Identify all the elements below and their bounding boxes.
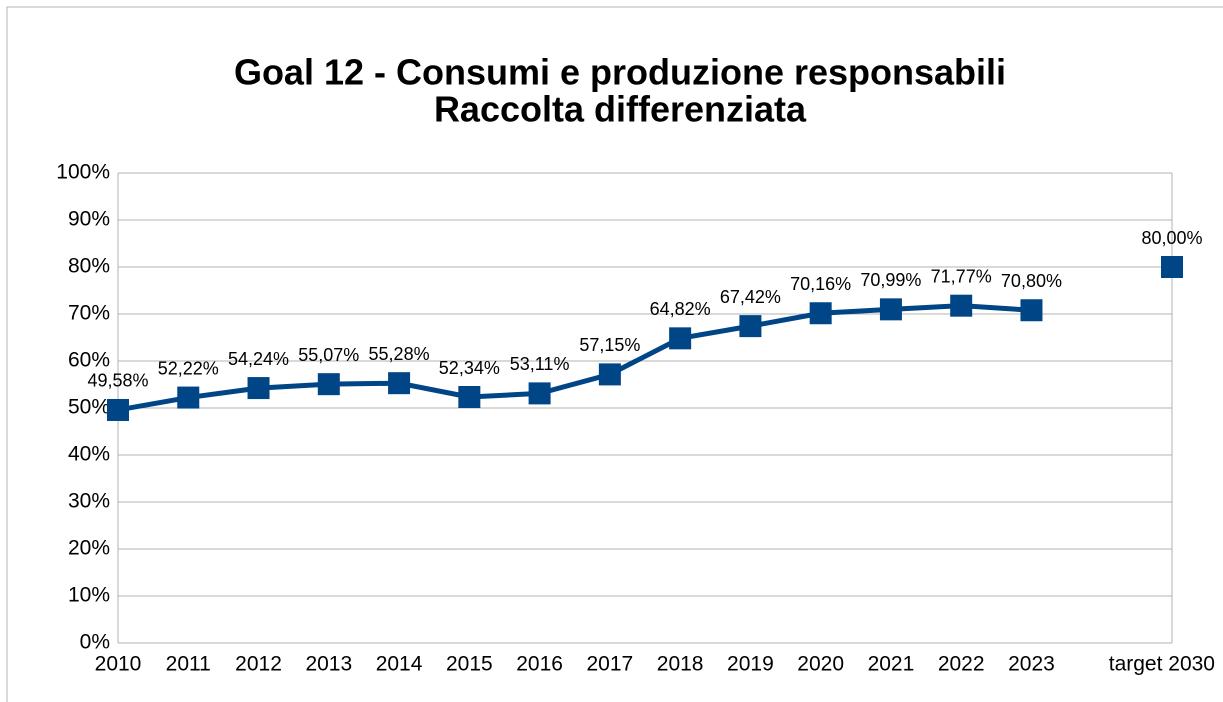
- x-tick-label: 2014: [376, 653, 423, 676]
- chart-subtitle: Raccolta differenziata: [434, 89, 807, 130]
- y-tick-label: 30%: [68, 490, 110, 513]
- y-tick-label: 20%: [68, 537, 110, 560]
- data-label: 70,80%: [1001, 271, 1062, 291]
- x-tick-label: 2022: [938, 653, 985, 676]
- x-tick-label: 2012: [235, 653, 282, 676]
- x-tick-label: 2016: [516, 653, 563, 676]
- data-marker: [247, 377, 270, 400]
- data-marker: [107, 398, 129, 421]
- chart-frame: [6, 6, 1223, 702]
- data-label: 52,34%: [439, 358, 500, 378]
- x-tick-label: 2023: [1008, 653, 1055, 676]
- y-tick-label: 0%: [80, 631, 110, 654]
- x-tick-label: 2011: [166, 653, 211, 676]
- data-marker: [669, 327, 692, 350]
- x-tick-label: 2019: [727, 653, 774, 676]
- x-tick-label: 2017: [587, 653, 634, 676]
- data-marker: [739, 315, 762, 338]
- x-tick-label: 2021: [868, 653, 915, 676]
- y-tick-label: 10%: [68, 584, 110, 607]
- data-label: 71,77%: [931, 266, 992, 286]
- x-tick-label: 2020: [797, 653, 844, 676]
- data-label: 55,07%: [298, 345, 359, 365]
- y-tick-label: 70%: [68, 302, 110, 325]
- y-tick-label: 40%: [68, 443, 110, 466]
- x-tick-label: 2018: [657, 653, 704, 676]
- data-marker: [317, 373, 340, 396]
- data-marker: [1161, 256, 1183, 278]
- data-label: 67,42%: [720, 287, 781, 307]
- data-marker: [950, 294, 973, 317]
- data-marker: [528, 382, 551, 405]
- data-marker: [598, 363, 621, 386]
- data-label: 57,15%: [579, 335, 640, 355]
- data-label: 55,28%: [369, 344, 430, 364]
- y-tick-label: 80%: [68, 255, 110, 278]
- y-tick-label: 50%: [68, 396, 110, 419]
- x-tick-label: 2015: [446, 653, 493, 676]
- data-marker: [388, 372, 411, 395]
- data-marker: [177, 386, 200, 409]
- data-line: [117, 303, 1032, 413]
- data-label: 80,00%: [1141, 228, 1202, 248]
- data-label: 70,16%: [790, 274, 851, 294]
- x-tick-label: 2010: [95, 653, 142, 676]
- data-marker: [879, 298, 902, 321]
- data-label: 53,11%: [510, 354, 570, 374]
- x-tick-label: 2013: [305, 653, 352, 676]
- y-tick-label: 90%: [68, 208, 110, 231]
- data-marker: [809, 302, 832, 325]
- data-marker: [1020, 299, 1043, 322]
- data-label: 64,82%: [650, 299, 711, 319]
- data-label: 49,58%: [87, 371, 148, 391]
- y-tick-label: 60%: [68, 349, 110, 372]
- data-label: 52,22%: [158, 358, 219, 378]
- y-tick-label: 100%: [56, 161, 110, 184]
- data-marker: [458, 386, 481, 409]
- chart-title: Goal 12 - Consumi e produzione responsab…: [234, 52, 1006, 93]
- x-tick-label: target 2030: [1109, 653, 1215, 676]
- data-label: 70,99%: [860, 270, 921, 290]
- data-label: 54,24%: [228, 349, 289, 369]
